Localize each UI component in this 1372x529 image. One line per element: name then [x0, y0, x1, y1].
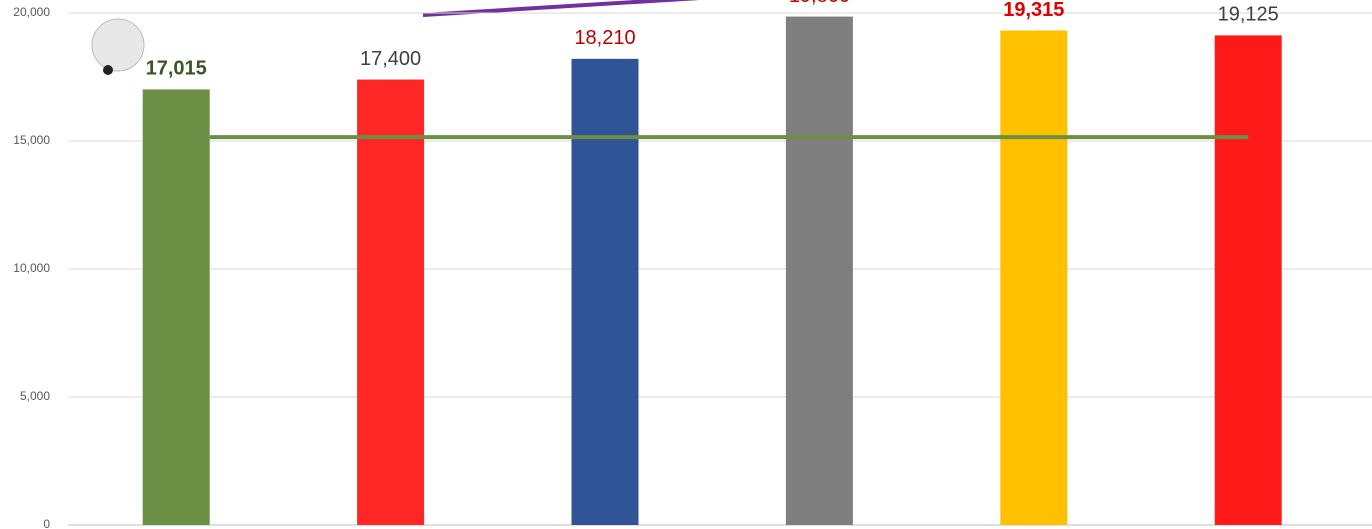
- bar: [1000, 30, 1068, 525]
- y-tick-label: 15,000: [13, 133, 50, 147]
- bar: [785, 16, 853, 526]
- value-label: 19,125: [1218, 4, 1279, 26]
- logo: [91, 18, 145, 75]
- y-tick-label: 0: [43, 517, 50, 529]
- y-tick-label: 20,000: [13, 5, 50, 19]
- bar: [357, 79, 425, 525]
- y-tick-label: 5,000: [20, 389, 50, 403]
- value-label: 19,860: [789, 0, 850, 7]
- value-label: 18,210: [574, 27, 635, 49]
- bar: [571, 58, 639, 525]
- value-label: 19,315: [1003, 0, 1064, 21]
- decorative-line: [422, 0, 701, 17]
- y-tick-label: 10,000: [13, 261, 50, 275]
- bar: [1214, 35, 1282, 526]
- value-label: 17,400: [360, 48, 421, 70]
- bar: [142, 89, 210, 525]
- value-label: 17,015: [146, 58, 207, 80]
